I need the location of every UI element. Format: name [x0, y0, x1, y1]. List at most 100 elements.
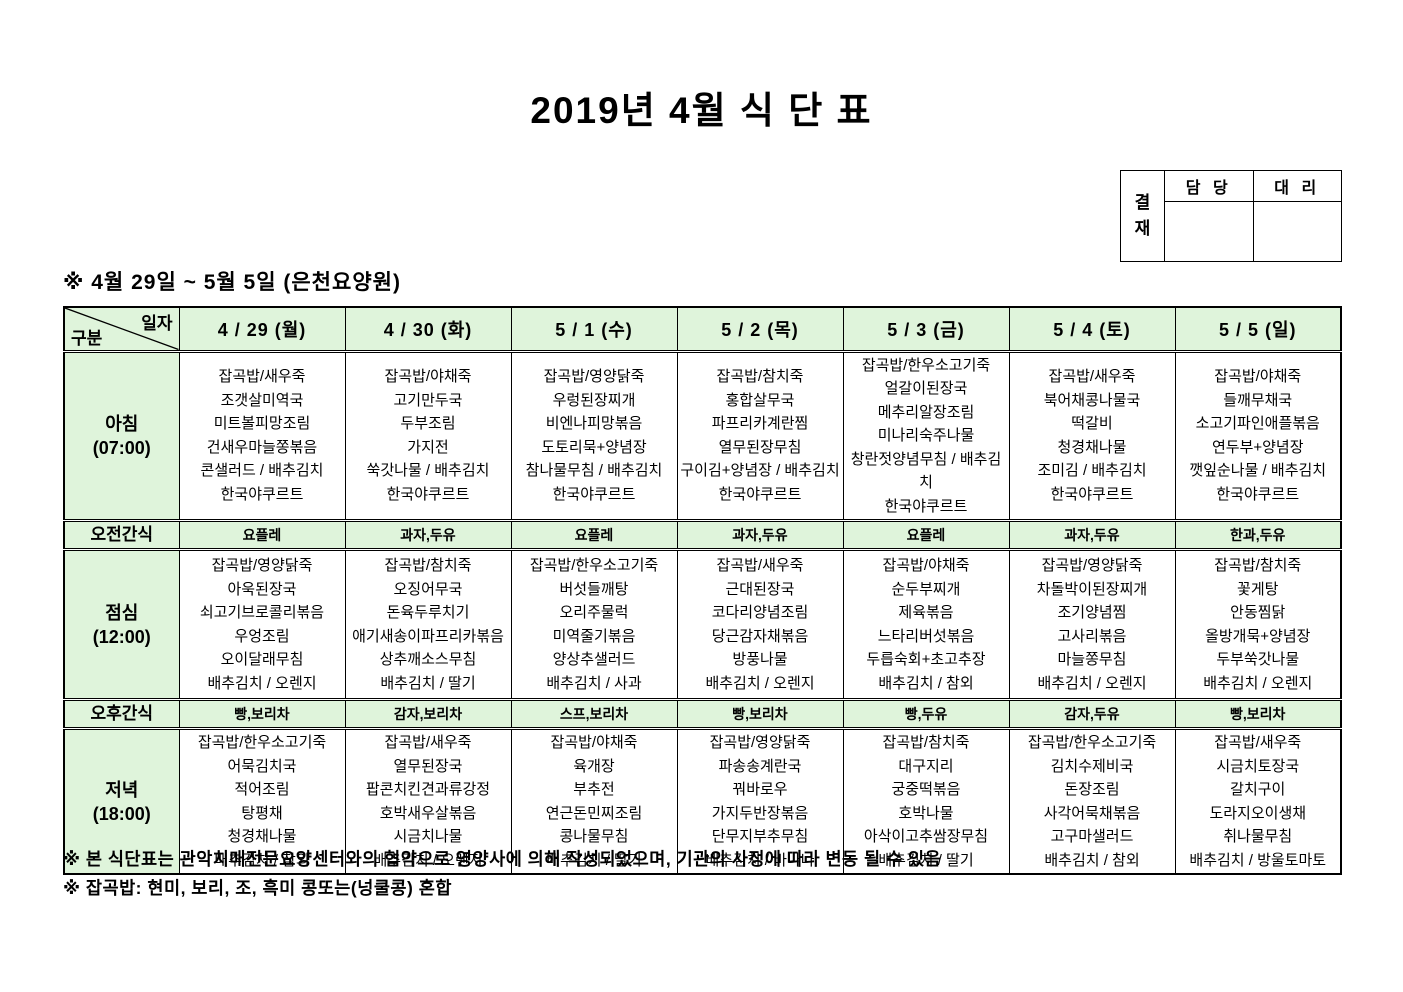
meal-item: 버섯들깨탕 — [559, 580, 629, 598]
meal-cell-dinner-day0: 잡곡밥/한우소고기죽 어묵김치국 적어조림 탕평채 청경채나물 배추김치 / 참외 — [178, 728, 346, 875]
meal-item: 두릅숙회+초고추장 — [866, 651, 986, 668]
approval-sign-row — [1165, 202, 1341, 261]
day-header-2: 5 / 1 (수) — [510, 306, 678, 353]
meal-item: 갈치구이 — [1230, 781, 1286, 798]
row-dinner: 저녁 (18:00) 잡곡밥/한우소고기죽 어묵김치국 적어조림 탕평채 청경채나물 배추김치… — [63, 728, 1342, 875]
meal-item: 떡갈비 — [1071, 415, 1113, 433]
meal-item: 팝콘치킨견과류강정 — [365, 781, 491, 798]
meal-item: 배추김치 / 딸기 — [546, 851, 642, 869]
meal-item: 우렁된장찌개 — [552, 391, 636, 409]
approval-header-row: 담 당 대 리 — [1165, 171, 1341, 202]
row-afternoon-snack: 오후간식 빵,보리차 감자,보리차 스프,보리차 빵,보리차 빵,두유 감자,두유 빵,보리차 — [63, 698, 1342, 730]
meal-cell-lunch-day0: 잡곡밥/영양닭죽 아욱된장국 쇠고기브로콜리볶음 우엉조림 오이달래무침 배추김치 / 오… — [178, 549, 346, 700]
meal-item: 돈육두루치기 — [386, 604, 470, 621]
corner-category-label: 구분 — [71, 328, 103, 348]
meal-item: 북어채콩나물국 — [1043, 391, 1141, 409]
meal-item: 대구지리 — [898, 757, 954, 775]
date-range-subtitle: ※ 4월 29일 ~ 5월 5일 (은천요양원) — [63, 271, 401, 294]
meal-item: 꿔바로우 — [732, 781, 788, 798]
meal-item: 창란젓양념무침 / 배추김치 — [850, 450, 1002, 492]
snack-cell-morning-snack-day3: 과자,두유 — [676, 519, 844, 551]
meal-cell-dinner-day3: 잡곡밥/영양닭죽 파송송계란국 꿔바로우 가지두반장볶음 단무지부추무침 배추김치 / 바… — [676, 728, 844, 875]
snack-cell-afternoon-snack-day5: 감자,두유 — [1008, 698, 1176, 730]
meal-item: 배추김치 / 참외 — [214, 851, 310, 869]
meal-item: 아욱된장국 — [227, 580, 297, 598]
meal-cell-dinner-day2: 잡곡밥/야채죽 육개장 부추전 연근돈민찌조림 콩나물무침 배추김치 / 딸기 — [510, 728, 678, 875]
meal-cell-lunch-day5: 잡곡밥/영양닭죽 차돌박이된장찌개 조기양념찜 고사리볶음 마늘쫑무침 배추김치 / 오렌… — [1008, 549, 1176, 700]
approval-box: 결 재 담 당 대 리 — [1120, 170, 1342, 262]
meal-item: 잡곡밥/한우소고기죽 — [861, 356, 991, 374]
meal-item: 한국야쿠르트 — [552, 485, 636, 503]
meal-item: 배추김치 / 오렌지 — [1203, 674, 1313, 692]
meal-item: 사각어묵채볶음 — [1043, 804, 1141, 822]
meal-item: 도토리묵+양념장 — [541, 438, 647, 456]
meal-item: 참나물무침 / 배추김치 — [525, 462, 663, 480]
row-lunch: 점심 (12:00) 잡곡밥/영양닭죽 아욱된장국 쇠고기브로콜리볶음 우엉조림 오이달래무… — [63, 549, 1342, 700]
corner-date-label: 일자 — [141, 314, 173, 333]
footnote-source: ※ 본 식단표는 관악치매전문요양센터와의 협약으로 영양사에 의해 작성되었으… — [63, 849, 942, 869]
meal-item: 홍합살무국 — [725, 391, 795, 409]
meal-item: 조기양념찜 — [1057, 604, 1127, 621]
approval-col-damdang: 담 당 — [1165, 171, 1254, 201]
meal-item: 잡곡밥/야채죽 — [882, 557, 970, 574]
meal-item: 올방개묵+양념장 — [1205, 627, 1311, 645]
meal-item: 조갯살미역국 — [220, 391, 304, 409]
meal-item: 구이김+양념장 / 배추김치 — [680, 462, 840, 480]
meal-cell-breakfast-day6: 잡곡밥/야채죽 들깨무채국 소고기파인애플볶음 연두부+양념장 깻잎순나물 / 배추김치… — [1174, 350, 1342, 521]
day-header-0: 4 / 29 (월) — [178, 306, 346, 353]
meal-item: 오리주물럭 — [559, 604, 629, 621]
meal-cell-dinner-day5: 잡곡밥/한우소고기죽 김치수제비국 돈장조림 사각어묵채볶음 고구마샐러드 배추김치 / … — [1008, 728, 1176, 875]
row-label-lunch: 점심 (12:00) — [63, 549, 180, 700]
meal-item: 잡곡밥/새우죽 — [384, 734, 472, 751]
meal-item: 한국야쿠르트 — [386, 485, 470, 503]
meal-item: 두부조림 — [400, 415, 456, 433]
meal-item: 도라지오이생채 — [1209, 804, 1307, 822]
meal-item: 제육볶음 — [898, 604, 954, 621]
meal-item: 파송송계란국 — [718, 757, 802, 775]
meal-item: 콘샐러드 / 배추김치 — [200, 462, 324, 480]
meal-item: 한국야쿠르트 — [718, 485, 802, 503]
row-time-lunch: (12:00) — [92, 626, 151, 647]
meal-cell-breakfast-day0: 잡곡밥/새우죽 조갯살미역국 미트볼피망조림 건새우마늘쫑볶음 콘샐러드 / 배추김치 한… — [178, 350, 346, 521]
meal-item: 어묵김치국 — [227, 757, 297, 775]
meal-item: 안동찜닭 — [1230, 604, 1286, 621]
meal-item: 방풍나물 — [732, 651, 788, 668]
meal-item: 우엉조림 — [234, 627, 290, 645]
corner-cell: 일자 구분 — [63, 306, 180, 353]
meal-item: 배추김치 / 참외 — [878, 674, 974, 692]
meal-item: 아삭이고추쌈장무침 — [863, 828, 989, 845]
day-header-3: 5 / 2 (목) — [676, 306, 844, 353]
meal-cell-breakfast-day2: 잡곡밥/영양닭죽 우렁된장찌개 비엔나피망볶음 도토리묵+양념장 참나물무침 / 배추김… — [510, 350, 678, 521]
meal-cell-lunch-day6: 잡곡밥/참치죽 꽃게탕 안동찜닭 올방개묵+양념장 두부쑥갓나물 배추김치 / 오렌지 — [1174, 549, 1342, 700]
meal-item: 잡곡밥/새우죽 — [1048, 368, 1136, 386]
meal-item: 느타리버섯볶음 — [877, 627, 975, 645]
meal-cell-breakfast-day3: 잡곡밥/참치죽 홍합살무국 파프리카계란찜 열무된장무침 구이김+양념장 / 배추김치 한… — [676, 350, 844, 521]
meal-item: 잡곡밥/참치죽 — [716, 368, 804, 386]
meal-item: 미트볼피망조림 — [213, 415, 311, 433]
snack-cell-morning-snack-day0: 요플레 — [178, 519, 346, 551]
meal-item: 한국야쿠르트 — [220, 485, 304, 503]
meal-item: 호박새우살볶음 — [379, 804, 477, 822]
meal-item: 얼갈이된장국 — [884, 380, 968, 397]
row-label-afternoon-snack: 오후간식 — [63, 698, 180, 730]
meal-item: 조미김 / 배추김치 — [1037, 462, 1147, 480]
meal-item: 열무된장국 — [393, 757, 463, 775]
meal-item: 돈장조림 — [1064, 781, 1120, 798]
meal-cell-breakfast-day4: 잡곡밥/한우소고기죽 얼갈이된장국 메추리알장조림 미나리숙주나물 창란젓양념무침 / … — [842, 350, 1010, 521]
row-label-breakfast: 아침 (07:00) — [63, 350, 180, 521]
snack-cell-morning-snack-day5: 과자,두유 — [1008, 519, 1176, 551]
meal-item: 배추김치 / 방울토마토 — [1189, 851, 1327, 869]
meal-item: 김치수제비국 — [1050, 757, 1134, 775]
meal-item: 순두부찌개 — [891, 580, 961, 598]
meal-item: 잡곡밥/영양닭죽 — [543, 368, 645, 386]
meal-item: 미나리숙주나물 — [877, 427, 975, 444]
meal-item: 콩나물무침 — [559, 828, 629, 845]
meal-cell-breakfast-day1: 잡곡밥/야채죽 고기만두국 두부조림 가지전 쑥갓나물 / 배추김치 한국야쿠르트 — [344, 350, 512, 521]
meal-item: 파프리카계란찜 — [711, 415, 809, 433]
day-header-1: 4 / 30 (화) — [344, 306, 512, 353]
meal-cell-lunch-day3: 잡곡밥/새우죽 근대된장국 코다리양념조림 당근감자채볶음 방풍나물 배추김치 / 오렌지 — [676, 549, 844, 700]
snack-cell-afternoon-snack-day4: 빵,두유 — [842, 698, 1010, 730]
meal-item: 잡곡밥/새우죽 — [218, 368, 306, 386]
meal-item: 배추김치 / 바나나 — [705, 851, 815, 869]
